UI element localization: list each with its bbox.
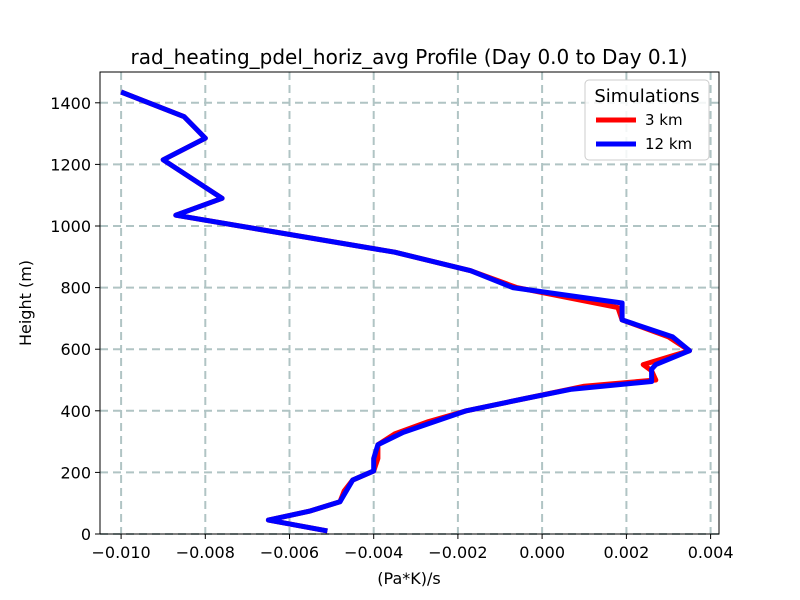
legend-title: Simulations — [594, 86, 699, 107]
plot-frame — [99, 71, 720, 535]
x-tick-label: −0.006 — [260, 543, 319, 562]
x-tick-label: 0.002 — [603, 543, 649, 562]
x-tick-label: −0.008 — [176, 543, 235, 562]
y-tick-label: 600 — [60, 340, 91, 359]
y-tick-label: 200 — [60, 463, 91, 482]
series-layer — [120, 89, 692, 534]
x-tick-label: −0.002 — [428, 543, 487, 562]
y-tick-label: 400 — [60, 402, 91, 421]
y-tick-label: 0 — [81, 525, 91, 544]
x-axis: −0.010 −0.008 −0.006 −0.004 −0.002 0.000 0.002… — [91, 534, 734, 562]
series-line-12km — [120, 89, 692, 534]
y-tick-label: 800 — [60, 279, 91, 298]
y-axis-label: Height (m) — [16, 260, 35, 346]
x-tick-label: −0.010 — [91, 543, 150, 562]
x-tick-label: 0.000 — [519, 543, 565, 562]
x-axis-label: (Pa*K)/s — [377, 569, 440, 588]
y-axis: 0 200 400 600 800 1000 1200 1400 — [50, 94, 100, 544]
x-tick-label: 0.004 — [688, 543, 734, 562]
y-tick-label: 1000 — [50, 217, 91, 236]
legend-box — [584, 79, 710, 161]
x-tick-label: −0.004 — [344, 543, 403, 562]
legend-label-3km: 3 km — [645, 111, 683, 129]
legend-label-12km: 12 km — [645, 135, 692, 153]
chart-title: rad_heating_pdel_horiz_avg Profile (Day … — [130, 45, 687, 69]
y-tick-label: 1200 — [50, 155, 91, 174]
legend[interactable]: Simulations 3 km 12 km — [584, 79, 710, 161]
y-tick-label: 1400 — [50, 94, 91, 113]
